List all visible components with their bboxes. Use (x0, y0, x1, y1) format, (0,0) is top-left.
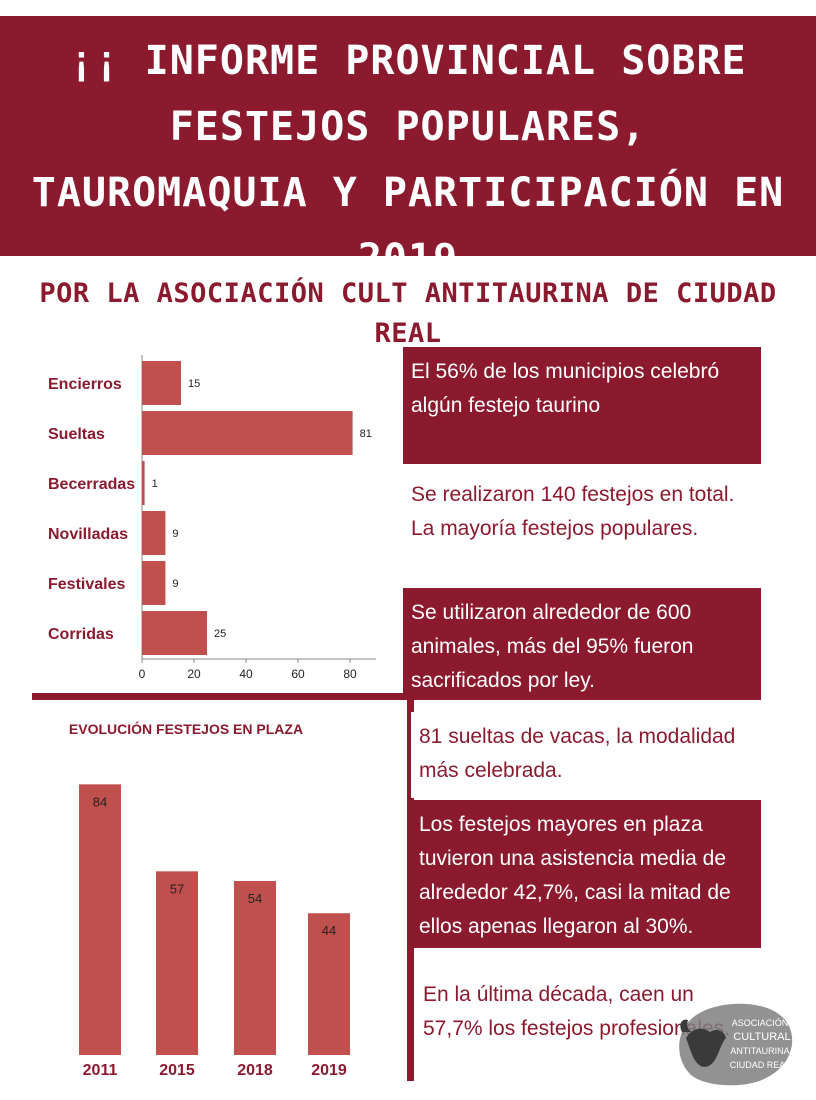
bar (142, 611, 207, 655)
category-label: 2011 (83, 1062, 118, 1079)
category-label: Festivales (48, 576, 125, 593)
fact-total-festejos: Se realizaron 140 festejos en total. La … (403, 470, 761, 582)
festejos-horizontal-bar-chart: Encierros 15 Sueltas 81 Becerradas 1 Novillada… (48, 355, 376, 681)
x-tick-label: 80 (343, 667, 357, 681)
data-label: 25 (214, 628, 226, 640)
x-tick-label: 0 (139, 667, 146, 681)
title-banner (0, 16, 816, 256)
category-label: 2015 (159, 1062, 195, 1079)
category-label: Becerradas (48, 476, 135, 493)
page-title: ¡¡ INFORME PROVINCIAL SOBRE FESTEJOS POP… (31, 38, 785, 282)
fact-sueltas: 81 sueltas de vacas, la modalidad más ce… (411, 712, 751, 798)
data-label: 81 (360, 428, 372, 440)
page-subtitle: POR LA ASOCIACIÓN CULT ANTITAURINA DE CI… (39, 278, 777, 349)
x-tick-label: 60 (291, 667, 305, 681)
fact-animales: Se utilizaron alrededor de 600 animales,… (403, 588, 761, 700)
data-label: 84 (93, 794, 107, 809)
bull-head-icon (680, 1019, 726, 1067)
data-label: 54 (248, 891, 262, 906)
category-label: Corridas (48, 626, 114, 643)
bar (308, 913, 350, 1055)
category-label: Sueltas (48, 426, 105, 443)
category-label: Encierros (48, 376, 122, 393)
fact-municipios: El 56% de los municipios celebró algún f… (403, 347, 761, 464)
chart-title: EVOLUCIÓN FESTEJOS EN PLAZA (69, 720, 303, 737)
logo-line: ANTITAURINA (730, 1046, 789, 1056)
data-label: 57 (170, 881, 184, 896)
x-tick-label: 40 (239, 667, 253, 681)
fact-asistencia: Los festejos mayores en plaza tuvieron u… (411, 800, 761, 948)
data-label: 44 (322, 923, 336, 938)
bar (142, 511, 166, 555)
bar (79, 784, 121, 1055)
data-label: 9 (172, 578, 178, 590)
bar (142, 461, 145, 505)
category-label: 2019 (311, 1062, 347, 1079)
category-label: Novilladas (48, 526, 128, 543)
evolucion-vertical-bar-chart: EVOLUCIÓN FESTEJOS EN PLAZA 84 2011 57 2015 5… (69, 720, 350, 1079)
category-label: 2018 (237, 1062, 273, 1079)
data-label: 9 (172, 528, 178, 540)
logo-line: CULTURAL (733, 1031, 790, 1043)
logo-line: ASOCIACIÓN (732, 1018, 789, 1028)
data-label: 1 (152, 478, 158, 490)
asociacion-logo: ASOCIACIÓN CULTURAL ANTITAURINA CIUDAD R… (679, 1003, 793, 1086)
divider-vertical (407, 693, 414, 1081)
divider-horizontal (32, 693, 412, 700)
logo-line: CIUDAD REAL (730, 1060, 791, 1070)
bar (142, 361, 181, 405)
bar (142, 411, 353, 455)
bar (156, 871, 198, 1055)
bar (142, 561, 166, 605)
bar (234, 881, 276, 1055)
data-label: 15 (188, 378, 200, 390)
x-tick-label: 20 (187, 667, 201, 681)
